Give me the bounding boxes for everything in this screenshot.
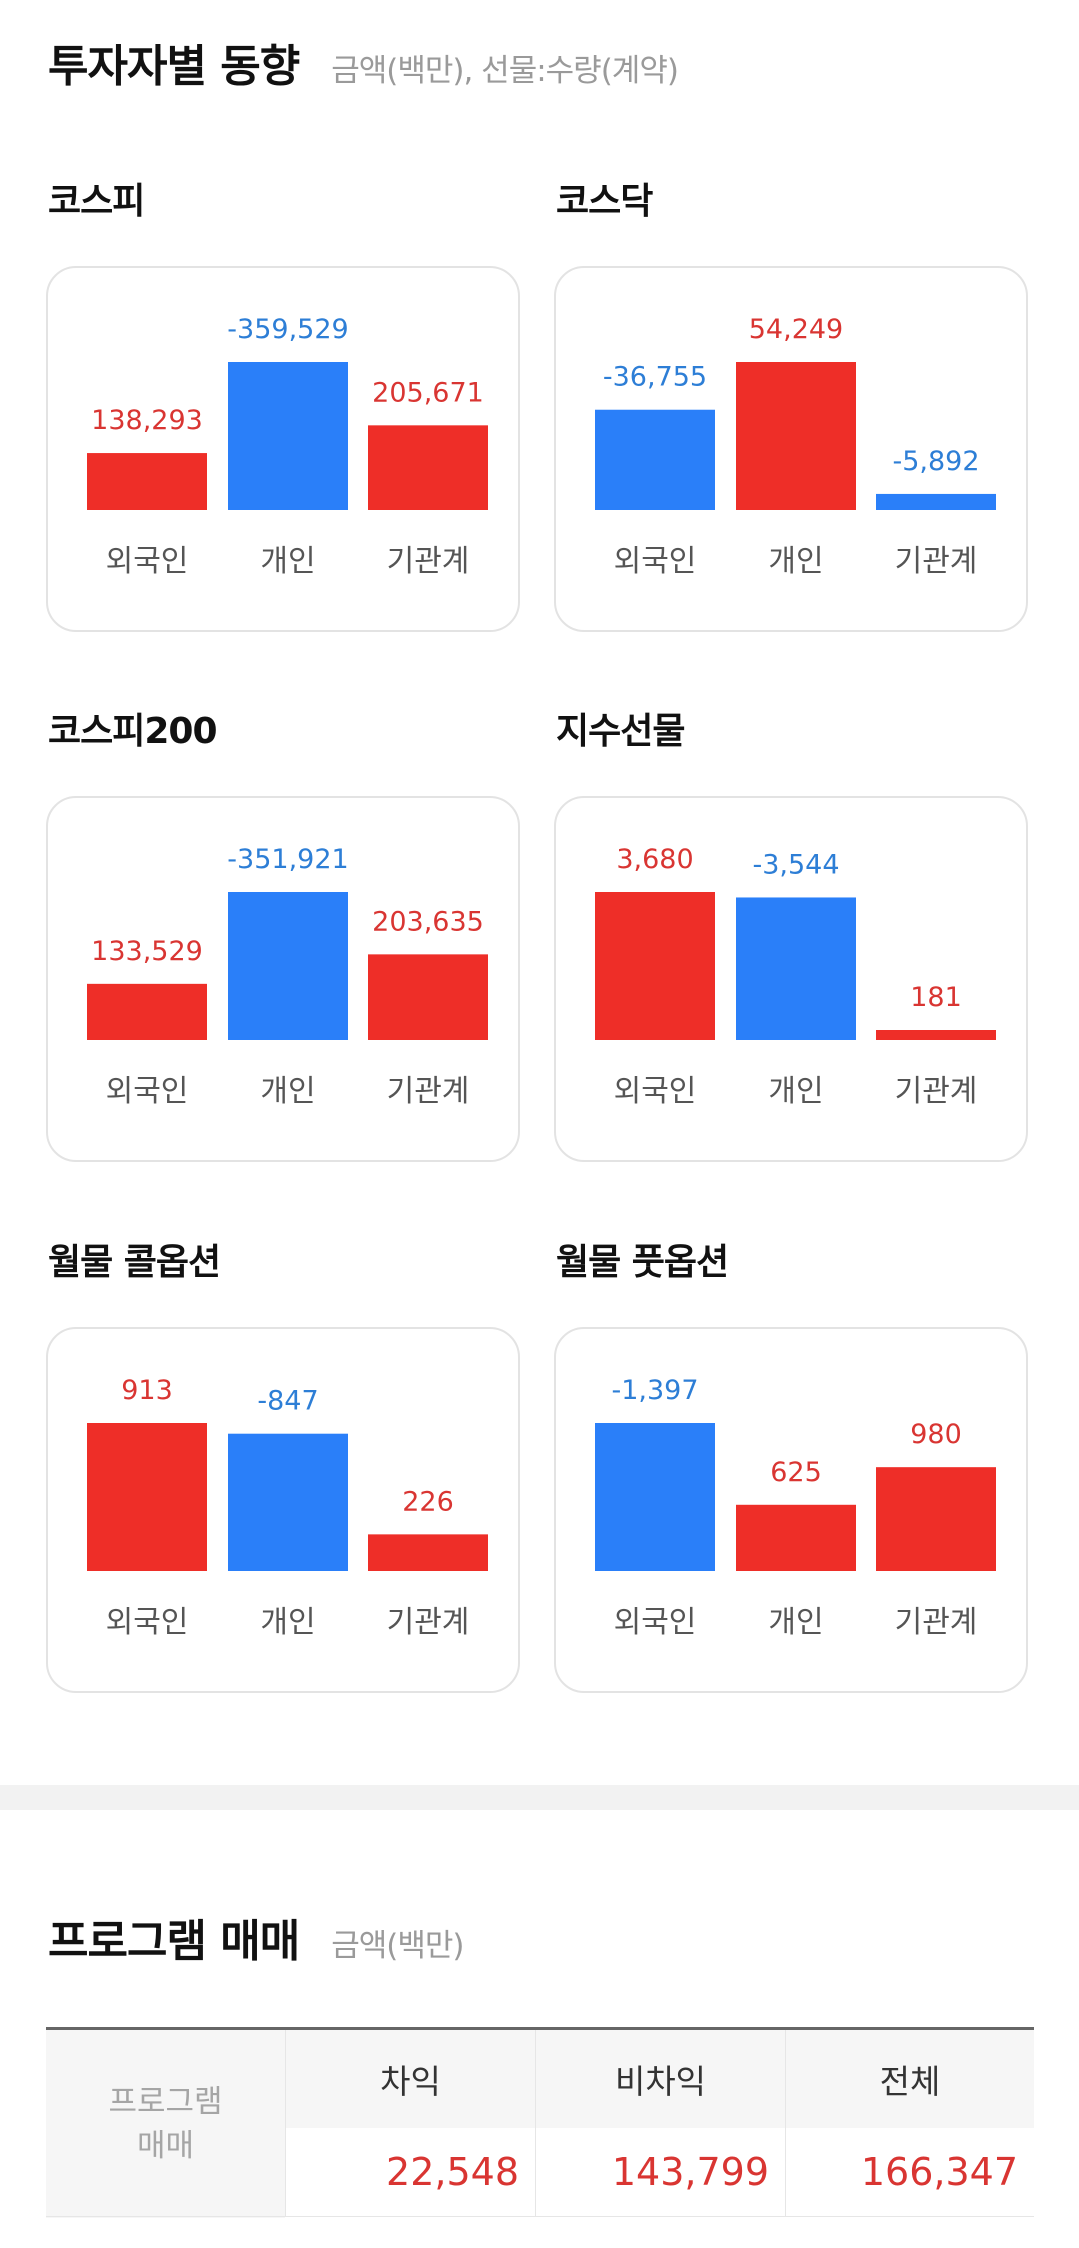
program-col-total: 전체 <box>785 2030 1034 2128</box>
program-table-bottom-border <box>46 2216 1034 2217</box>
category-label-individual: 개인 <box>260 544 315 579</box>
category-label-individual: 개인 <box>768 1605 823 1640</box>
market-title-kospi200: 코스피200 <box>48 711 218 752</box>
chart-card-put-options[interactable]: -1,397 외국인 625 개인 980 기관계 <box>554 1327 1028 1693</box>
chart-card-kospi[interactable]: 138,293 외국인 -359,529 개인 205,671 기관계 <box>46 266 520 632</box>
category-label-institution: 기관계 <box>895 1074 978 1109</box>
program-row-header-line1: 프로그램 <box>108 2084 223 2120</box>
bar-value-label-foreign: 913 <box>121 1375 173 1406</box>
market-title-put-options: 월물 풋옵션 <box>556 1242 729 1283</box>
bar-foreign <box>87 1423 207 1571</box>
bar-chart: 133,529 외국인 -351,921 개인 203,635 기관계 <box>87 844 488 1109</box>
program-table-top-border <box>46 2027 1034 2030</box>
program-row-header: 프로그램 매매 <box>46 2030 285 2218</box>
bar-value-label-foreign: -1,397 <box>611 1375 698 1406</box>
program-value-non-arbitrage: 143,799 <box>535 2128 785 2216</box>
bar-institution <box>876 1030 996 1040</box>
chart-card-index-futures[interactable]: 3,680 외국인 -3,544 개인 181 기관계 <box>554 796 1028 1162</box>
market-title-index-futures: 지수선물 <box>556 711 685 752</box>
bar-chart: 913 외국인 -847 개인 226 기관계 <box>87 1375 488 1640</box>
bar-institution <box>876 1467 996 1571</box>
program-row-header-line2: 매매 <box>136 2128 195 2164</box>
bar-value-label-individual: 54,249 <box>749 314 843 345</box>
bar-value-label-individual: -3,544 <box>752 849 839 880</box>
bar-individual <box>736 897 856 1040</box>
bar-individual <box>736 1504 856 1571</box>
bar-value-label-individual: -847 <box>257 1386 318 1417</box>
category-label-institution: 기관계 <box>387 544 470 579</box>
category-label-institution: 기관계 <box>387 1074 470 1109</box>
bar-foreign <box>595 409 715 510</box>
bar-institution <box>368 954 488 1040</box>
bar-value-label-individual: 625 <box>770 1457 822 1488</box>
category-label-foreign: 외국인 <box>614 1605 697 1640</box>
bar-value-label-institution: 226 <box>402 1486 454 1517</box>
bar-foreign <box>87 453 207 510</box>
program-value-arbitrage: 22,548 <box>285 2128 535 2216</box>
market-title-call-options: 월물 콜옵션 <box>48 1242 221 1283</box>
program-col-non-arbitrage: 비차익 <box>535 2030 785 2128</box>
bar-value-label-institution: 181 <box>910 982 962 1013</box>
bar-institution <box>876 493 996 510</box>
category-label-individual: 개인 <box>768 1074 823 1109</box>
bar-foreign <box>595 892 715 1040</box>
market-title-kospi: 코스피 <box>48 181 145 222</box>
bar-value-label-individual: -351,921 <box>227 844 348 875</box>
bar-value-label-foreign: -36,755 <box>603 362 707 393</box>
investor-section-title: 투자자별 동향 <box>48 41 300 92</box>
bar-value-label-institution: -5,892 <box>892 446 979 477</box>
bar-value-label-institution: 980 <box>910 1419 962 1450</box>
bar-chart: 138,293 외국인 -359,529 개인 205,671 기관계 <box>87 314 488 579</box>
program-section-header: 프로그램 매매 금액(백만) <box>48 1905 464 1969</box>
category-label-institution: 기관계 <box>895 1605 978 1640</box>
category-label-institution: 기관계 <box>895 544 978 579</box>
chart-card-kosdaq[interactable]: -36,755 외국인 54,249 개인 -5,892 기관계 <box>554 266 1028 632</box>
bar-chart: -1,397 외국인 625 개인 980 기관계 <box>595 1375 996 1640</box>
bar-foreign <box>595 1423 715 1571</box>
bar-institution <box>368 1534 488 1571</box>
market-title-kosdaq: 코스닥 <box>556 181 653 222</box>
bar-foreign <box>87 983 207 1040</box>
bar-value-label-foreign: 133,529 <box>91 936 203 967</box>
category-label-foreign: 외국인 <box>614 544 697 579</box>
category-label-foreign: 외국인 <box>106 544 189 579</box>
chart-card-kospi200[interactable]: 133,529 외국인 -351,921 개인 203,635 기관계 <box>46 796 520 1162</box>
bar-individual <box>228 892 348 1040</box>
category-label-institution: 기관계 <box>387 1605 470 1640</box>
program-col-arbitrage: 차익 <box>285 2030 535 2128</box>
category-label-individual: 개인 <box>260 1605 315 1640</box>
bar-institution <box>368 425 488 510</box>
section-divider <box>0 1785 1079 1810</box>
bar-value-label-individual: -359,529 <box>227 314 348 345</box>
program-value-total: 166,347 <box>785 2128 1034 2216</box>
bar-chart: 3,680 외국인 -3,544 개인 181 기관계 <box>595 844 996 1109</box>
bar-individual <box>736 362 856 510</box>
category-label-foreign: 외국인 <box>106 1605 189 1640</box>
bar-individual <box>228 1433 348 1571</box>
bar-value-label-foreign: 138,293 <box>91 405 203 436</box>
bar-value-label-institution: 205,671 <box>372 377 484 408</box>
category-label-individual: 개인 <box>260 1074 315 1109</box>
investor-section-subtitle: 금액(백만), 선물:수량(계약) <box>331 53 679 89</box>
category-label-individual: 개인 <box>768 544 823 579</box>
investor-section-header: 투자자별 동향 금액(백만), 선물:수량(계약) <box>48 30 679 94</box>
bar-value-label-institution: 203,635 <box>372 906 484 937</box>
bar-chart: -36,755 외국인 54,249 개인 -5,892 기관계 <box>595 314 996 579</box>
category-label-foreign: 외국인 <box>614 1074 697 1109</box>
bar-individual <box>228 362 348 510</box>
program-section-subtitle: 금액(백만) <box>331 1928 464 1964</box>
category-label-foreign: 외국인 <box>106 1074 189 1109</box>
program-section-title: 프로그램 매매 <box>48 1916 300 1967</box>
chart-card-call-options[interactable]: 913 외국인 -847 개인 226 기관계 <box>46 1327 520 1693</box>
bar-value-label-foreign: 3,680 <box>616 844 693 875</box>
